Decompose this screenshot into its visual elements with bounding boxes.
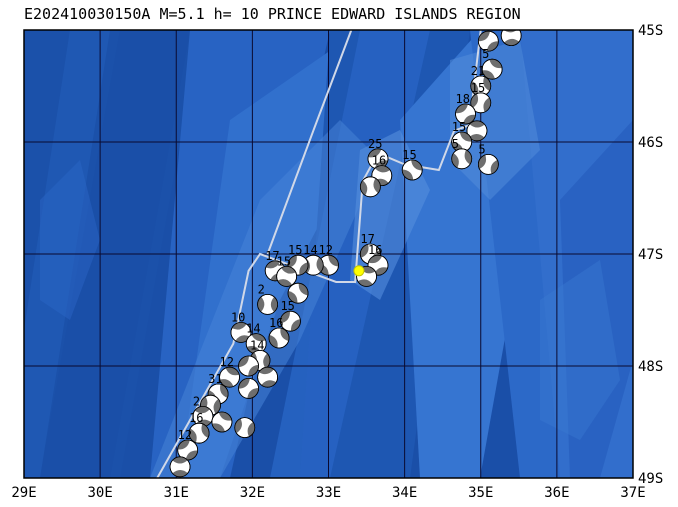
epicenter-marker (353, 265, 365, 277)
mechanism-depth-label: 31 (208, 372, 222, 386)
beachball (211, 411, 233, 433)
mechanism-depth-label: 12 (319, 243, 333, 257)
mechanism-depth-label: 17 (265, 249, 279, 263)
beachball (481, 58, 503, 80)
beachball (280, 310, 301, 332)
longitude-tick-label: 32E (240, 485, 265, 501)
mechanism-depth-label: 14 (250, 338, 264, 352)
beachball (234, 417, 256, 439)
beachball (257, 366, 279, 388)
latitude-tick-label: 45S (638, 23, 663, 39)
longitude-tick-label: 33E (316, 485, 341, 501)
beachball (287, 282, 309, 304)
latitude-tick-label: 46S (638, 135, 663, 151)
mechanism-depth-label: 15 (471, 81, 485, 95)
event-epicenter (353, 265, 365, 277)
mechanism-depth-label: 15 (277, 254, 291, 268)
mechanism-depth-label: 12 (178, 428, 192, 442)
latitude-tick-label: 47S (638, 247, 663, 263)
beachball (257, 293, 279, 315)
map-frame (23, 29, 634, 479)
mechanism-depth-label: 15 (478, 19, 492, 33)
mechanism-depth-label: 15 (452, 120, 466, 134)
mechanism-depth-label: 15 (280, 299, 294, 313)
mechanism-depth-label: 5 (452, 137, 459, 151)
beachball (276, 265, 298, 287)
mechanism-depth-label: 17 (360, 232, 374, 246)
latitude-tick-label: 48S (638, 359, 663, 375)
beachball (359, 176, 381, 198)
beachball (169, 456, 191, 478)
mechanism-depth-label: 18 (456, 92, 470, 106)
mechanism-depth-label: 15 (402, 148, 416, 162)
graticule (24, 30, 633, 478)
beachball (238, 377, 259, 399)
beachball (477, 30, 499, 52)
longitude-tick-label: 30E (87, 485, 112, 501)
mechanism-depth-label: 2 (258, 282, 265, 296)
beachball (477, 153, 499, 175)
beachball (401, 159, 423, 181)
beachball (268, 327, 290, 349)
longitude-tick-label: 36E (544, 485, 569, 501)
beachball (470, 75, 492, 97)
latitude-labels: 45S 46S 47S 48S 49S (638, 23, 663, 487)
beachball (470, 92, 492, 114)
mechanism-depth-label: 21 (471, 64, 485, 78)
mechanism-depth-label: 16 (269, 316, 283, 330)
mechanism-depth-label: 5 (482, 47, 489, 61)
mechanism-depth-label: 16 (368, 243, 382, 257)
longitude-tick-label: 29E (11, 485, 36, 501)
mechanism-depth-label: 16 (372, 154, 386, 168)
mechanism-depth-label: 2 (193, 394, 200, 408)
mechanism-depth-label: 12 (220, 355, 234, 369)
mechanism-depth-label: 16 (189, 411, 203, 425)
beachball (455, 103, 476, 125)
beachball (219, 366, 240, 388)
longitude-tick-label: 35E (468, 485, 493, 501)
map-title: E202410030150A M=5.1 h= 10 PRINCE EDWARD… (24, 5, 521, 23)
beachball (466, 120, 488, 142)
mechanism-depth-label: 5 (478, 142, 485, 156)
latitude-tick-label: 49S (638, 471, 663, 487)
beachball (238, 355, 259, 377)
beachball (367, 254, 389, 276)
plate-boundary-north (266, 30, 353, 255)
mechanism-depth-label: 25 (368, 137, 382, 151)
mechanism-depth-label: 10 (231, 310, 245, 324)
mechanism-depth-label: 14 (246, 322, 260, 336)
longitude-tick-label: 37E (620, 485, 645, 501)
mechanism-depth-label: 15 (288, 243, 302, 257)
beachball (188, 422, 210, 444)
mechanism-depth-label: 14 (303, 243, 317, 257)
longitude-tick-label: 31E (164, 485, 189, 501)
beachball (500, 30, 522, 46)
beachball (230, 321, 252, 343)
beachball (451, 148, 473, 170)
longitude-labels: 29E 30E 31E 32E 33E 34E 35E 36E 37E (11, 485, 645, 501)
longitude-tick-label: 34E (392, 485, 417, 501)
